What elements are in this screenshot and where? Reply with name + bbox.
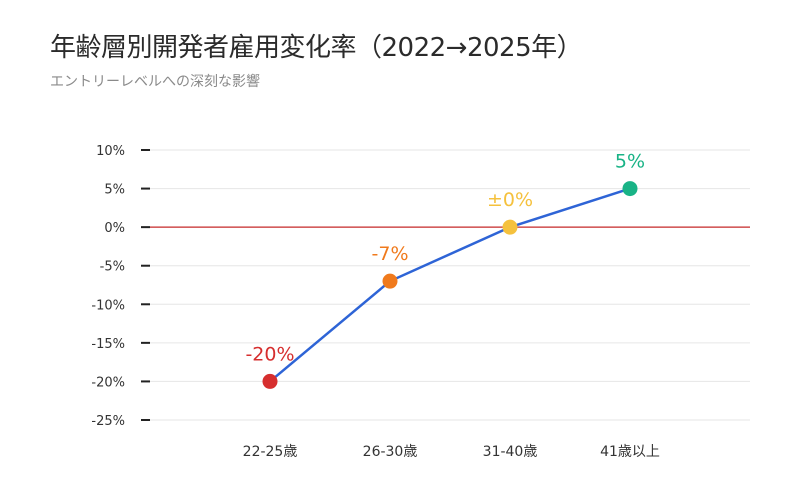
x-tick-label: 41歳以上 (600, 444, 660, 460)
y-tick-label: 10% (96, 144, 125, 159)
data-label: -20% (245, 343, 294, 365)
data-point (262, 373, 278, 389)
data-point (622, 181, 638, 197)
data-label: 5% (615, 151, 645, 173)
series-line (269, 187, 631, 383)
data-label: -7% (372, 243, 409, 265)
x-tick-label: 26-30歳 (363, 444, 418, 460)
y-tick-label: -20% (91, 375, 125, 390)
y-tick-label: 0% (104, 221, 125, 236)
y-tick-label: -15% (91, 337, 125, 352)
y-tick-label: -5% (100, 260, 125, 275)
chart-subtitle: エントリーレベルへの深刻な影響 (50, 74, 260, 90)
y-tick-label: -25% (91, 414, 125, 429)
data-point (382, 273, 398, 289)
chart-title: 年齢層別開発者雇用変化率（2022→2025年） (50, 33, 583, 63)
y-tick-label: -10% (91, 298, 125, 313)
data-point (502, 219, 518, 235)
x-tick-label: 22-25歳 (243, 444, 298, 460)
data-label: ±0% (487, 189, 533, 211)
x-tick-label: 31-40歳 (483, 444, 538, 460)
y-tick-label: 5% (104, 183, 125, 198)
